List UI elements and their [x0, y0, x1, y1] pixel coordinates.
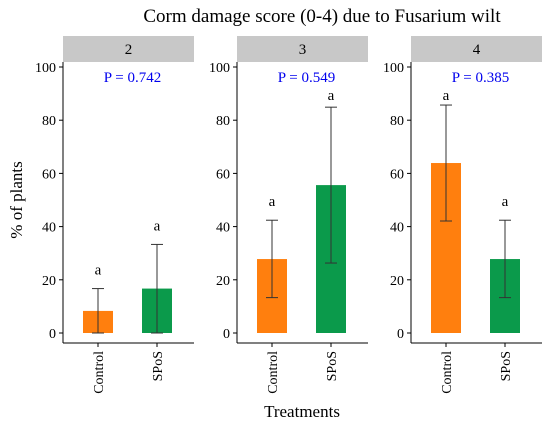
- facet-strip: [63, 36, 194, 62]
- y-tick-label: 0: [49, 327, 56, 342]
- significance-letter: a: [443, 88, 450, 104]
- y-tick-label: 40: [216, 221, 230, 236]
- p-value-label: P = 0.549: [278, 70, 336, 86]
- y-tick-label: 0: [223, 327, 230, 342]
- chart-title: Corm damage score (0-4) due to Fusarium …: [143, 6, 501, 27]
- facet-strip-label: 3: [299, 42, 307, 58]
- y-tick-label: 20: [390, 274, 404, 289]
- x-tick-label: Control: [92, 351, 107, 394]
- significance-letter: a: [95, 263, 102, 279]
- y-tick-label: 60: [216, 167, 230, 182]
- significance-letter: a: [269, 194, 276, 210]
- x-tick-label: SPoS: [499, 351, 514, 381]
- y-tick-label: 80: [390, 114, 404, 129]
- y-tick-label: 100: [383, 61, 404, 76]
- facet-strip-label: 4: [473, 42, 481, 58]
- significance-letter: a: [502, 194, 509, 210]
- significance-letter: a: [328, 88, 335, 104]
- p-value-label: P = 0.742: [104, 70, 162, 86]
- facet-panel-1: 3 0 20 40 60 80 100 P = 0.549 a Control a SPoS: [209, 36, 368, 394]
- p-value-label: P = 0.385: [452, 70, 510, 86]
- y-tick-label: 40: [42, 221, 56, 236]
- y-tick-label: 60: [390, 167, 404, 182]
- y-axis-label: % of plants: [7, 161, 26, 238]
- y-tick-label: 80: [42, 114, 56, 129]
- y-tick-label: 40: [390, 221, 404, 236]
- x-tick-label: Control: [266, 351, 281, 394]
- x-tick-label: Control: [440, 351, 455, 394]
- x-axis-label: Treatments: [264, 402, 340, 421]
- facet-strip: [237, 36, 368, 62]
- y-tick-label: 100: [35, 61, 56, 76]
- y-tick-label: 60: [42, 167, 56, 182]
- y-tick-label: 20: [216, 274, 230, 289]
- facet-strip: [411, 36, 542, 62]
- facet-strip-label: 2: [125, 42, 133, 58]
- y-tick-label: 80: [216, 114, 230, 129]
- y-tick-label: 0: [397, 327, 404, 342]
- x-tick-label: SPoS: [151, 351, 166, 381]
- y-tick-label: 20: [42, 274, 56, 289]
- x-tick-label: SPoS: [325, 351, 340, 381]
- significance-letter: a: [154, 218, 161, 234]
- y-tick-label: 100: [209, 61, 230, 76]
